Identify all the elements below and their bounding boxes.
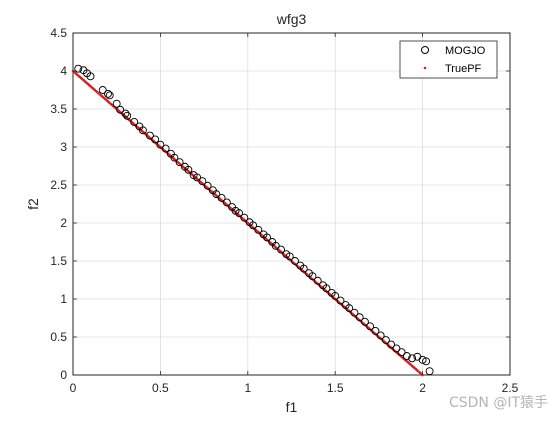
mogjo-point [170,153,179,162]
x-tick-label: 0.5 [152,381,169,395]
y-tick-label: 1 [60,292,67,306]
x-tick-label: 1 [244,381,251,395]
legend: MOGJO TruePF [399,40,498,79]
mogjo-point [138,126,147,135]
mogjo-point [345,304,354,313]
legend-box [399,40,498,79]
x-tick-label: 2 [419,381,426,395]
mogjo-point [184,165,193,174]
y-tick-label: 2.5 [50,178,67,192]
mogjo-point [104,89,112,98]
legend-marker-truepf [423,66,427,70]
mogjo-point [285,252,294,261]
mogjo-point [217,193,226,202]
mogjo-point [308,272,317,281]
mogjo-point [355,313,364,322]
mogjo-point [121,109,130,118]
y-tick-label: 2 [60,216,67,230]
mogjo-point [336,296,345,305]
y-tick-label: 0 [60,368,67,382]
tick-marks [72,32,511,376]
mogjo-point [112,99,121,108]
mogjo-point [193,173,202,182]
mogjo-point [86,72,95,81]
legend-marker-mogjo [421,46,429,54]
mogjo-point [425,367,434,376]
x-tick-label: 0 [70,381,77,395]
mogjo-point [203,181,212,190]
mogjo-point [418,355,427,364]
mogjo-point [254,225,263,234]
y-tick-label: 4.5 [50,26,67,40]
y-tick-label: 3.5 [50,102,67,116]
legend-label-truepf: TruePF [445,63,482,75]
mogjo-point [350,308,359,317]
mogjo-point [397,348,406,357]
mogjo-point [105,91,114,100]
mogjo-point [408,354,417,363]
mogjo-point [271,241,280,250]
y-tick-label: 4 [60,64,67,78]
mogjo-point [299,264,308,273]
x-tick-label: 1.5 [327,381,344,395]
mogjo-point [422,357,431,366]
mogjo-point [376,331,385,340]
mogjo-point [249,221,257,230]
mogjo-point [130,117,139,126]
grid-lines [72,32,511,376]
watermark: CSDN @IT猿手 [448,395,548,411]
y-tick-label: 0.5 [50,330,67,344]
mogjo-point [222,198,231,207]
tick-labels: 0 0.5 1 1.5 2 2.5 0 0.5 1 1.5 2 2.5 3 3.5 4 4.5 [50,26,518,395]
mogjo-point [277,245,285,254]
mogjo-point [240,213,249,222]
mogjo-point [198,177,207,186]
mogjo-point [291,257,299,265]
mogjo-point [392,344,401,353]
mogjo-point [212,190,221,199]
mogjo-point [263,233,271,242]
mogjo-point [371,326,380,335]
mogjo-point [161,144,170,153]
mogjo-point [360,317,369,326]
mogjo-point [313,276,322,285]
y-tick-label: 3 [60,140,67,154]
mogjo-point [116,105,125,114]
mogjo-point [381,336,390,344]
x-tick-label: 2.5 [502,381,519,395]
mogjo-point [156,140,165,149]
chart-title: wfg3 [276,11,307,27]
mogjo-point [151,135,160,144]
mogjo-point [123,111,132,120]
legend-label-mogjo: MOGJO [445,45,486,57]
axes-box [72,32,511,376]
mogjo-point [366,322,375,331]
mogjo-point [175,158,184,167]
mogjo-point [74,64,83,73]
y-tick-label: 1.5 [50,254,67,268]
data-marks [71,64,434,377]
mogjo-point [402,352,411,360]
mogjo-point [331,292,340,300]
x-axis-label: f1 [286,399,298,415]
y-axis-label: f2 [25,198,41,210]
mogjo-point [322,284,331,293]
mogjo-point [235,209,244,218]
mogjo-point [387,340,396,349]
mogjo-point [145,131,154,140]
mogjo-point [98,86,107,94]
